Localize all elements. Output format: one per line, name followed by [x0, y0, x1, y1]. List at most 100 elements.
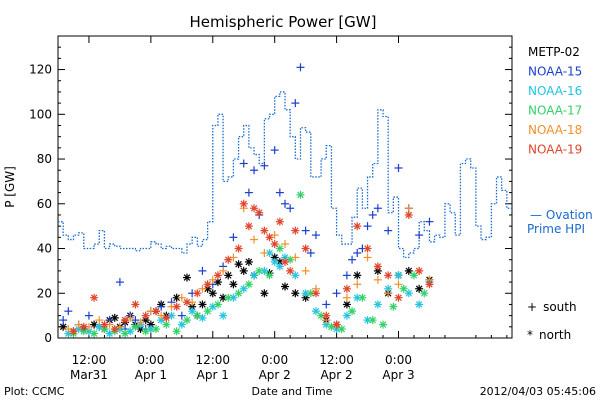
data-point: [353, 248, 362, 257]
marker-legend: + south * north: [527, 300, 577, 342]
data-point: [198, 284, 207, 293]
data-point: [250, 271, 259, 280]
data-point: [224, 293, 233, 302]
data-point: [404, 210, 413, 219]
data-point: [208, 275, 217, 284]
x-tick-label-date: Mar31: [70, 368, 108, 382]
data-point: [193, 311, 202, 320]
data-point: [342, 300, 351, 309]
marker-legend-north: * north: [527, 328, 571, 342]
data-point: [311, 231, 320, 240]
data-point: [348, 255, 357, 264]
data-point: [342, 284, 351, 293]
data-point: [131, 316, 140, 325]
data-point: [198, 266, 207, 275]
data-point: [353, 280, 362, 289]
data-point: [229, 293, 238, 302]
data-point: [368, 210, 377, 219]
data-point: [275, 217, 284, 226]
data-point: [384, 271, 393, 280]
data-point: [152, 307, 161, 316]
data-point: [291, 271, 300, 280]
data-point: [115, 278, 124, 287]
data-point: [415, 284, 424, 293]
ovation-legend-line1: — Ovation: [530, 208, 593, 222]
data-point: [394, 293, 403, 302]
x-tick-label-date: Apr 1: [197, 368, 229, 382]
data-point: [141, 311, 150, 320]
data-point: [342, 271, 351, 280]
data-point: [399, 284, 408, 293]
data-point: [281, 199, 289, 208]
data-point: [188, 307, 197, 316]
ovation-legend-line2: Prime HPI: [527, 222, 585, 236]
data-point: [193, 289, 202, 298]
data-point: [172, 302, 181, 311]
data-point: [157, 302, 166, 311]
data-point: [239, 284, 248, 293]
series-noaa-19: [69, 199, 434, 336]
data-point: [265, 271, 274, 280]
data-point: [141, 327, 150, 336]
data-point: [260, 161, 269, 170]
data-point: [286, 266, 295, 275]
data-point: [275, 188, 284, 197]
data-point: [363, 222, 372, 231]
data-point: [363, 244, 372, 253]
marker-legend-south: + south: [527, 300, 577, 314]
data-point: [244, 280, 253, 289]
data-point: [59, 316, 68, 325]
y-tick-label: 120: [29, 63, 52, 77]
data-point: [90, 329, 99, 338]
data-point: [353, 222, 362, 231]
data-point: [239, 199, 248, 208]
data-point: [415, 266, 424, 275]
data-point: [281, 282, 289, 291]
data-point: [260, 289, 269, 298]
data-point: [301, 244, 310, 253]
y-tick-label: 20: [37, 286, 52, 300]
data-point: [301, 226, 310, 235]
data-point: [368, 316, 377, 325]
data-point: [239, 266, 248, 275]
data-point: [95, 316, 104, 325]
data-point: [136, 318, 145, 327]
legend-entry-noaa-15: NOAA-15: [528, 65, 582, 79]
data-point: [162, 320, 171, 329]
data-point: [404, 289, 413, 298]
data-point: [162, 313, 171, 322]
series-noaa-15: [59, 63, 434, 334]
data-point: [239, 159, 248, 168]
data-point: [131, 300, 140, 309]
data-point: [373, 275, 382, 284]
data-point: [394, 163, 403, 172]
data-point: [358, 293, 367, 302]
data-point: [219, 266, 228, 275]
data-point: [291, 99, 300, 108]
x-tick-label-time: 12:00: [195, 353, 230, 367]
data-point: [198, 300, 207, 309]
data-point: [409, 271, 418, 280]
data-point: [363, 253, 372, 262]
data-point: [90, 293, 99, 302]
data-point: [291, 253, 300, 262]
data-point: [311, 307, 320, 316]
data-point: [234, 260, 243, 269]
data-point: [394, 271, 403, 280]
data-point: [306, 248, 315, 257]
data-point: [311, 289, 320, 298]
data-point: [404, 204, 413, 213]
x-tick-label-time: 0:00: [137, 353, 164, 367]
data-point: [291, 226, 300, 235]
data-point: [291, 289, 300, 298]
data-point: [100, 320, 109, 329]
data-point: [177, 311, 186, 320]
data-point: [172, 327, 181, 336]
data-point: [229, 280, 238, 289]
data-point: [384, 284, 393, 293]
data-point: [182, 298, 191, 307]
data-point: [275, 262, 284, 271]
x-tick-label-date: Apr 3: [382, 368, 414, 382]
data-point: [415, 300, 424, 309]
